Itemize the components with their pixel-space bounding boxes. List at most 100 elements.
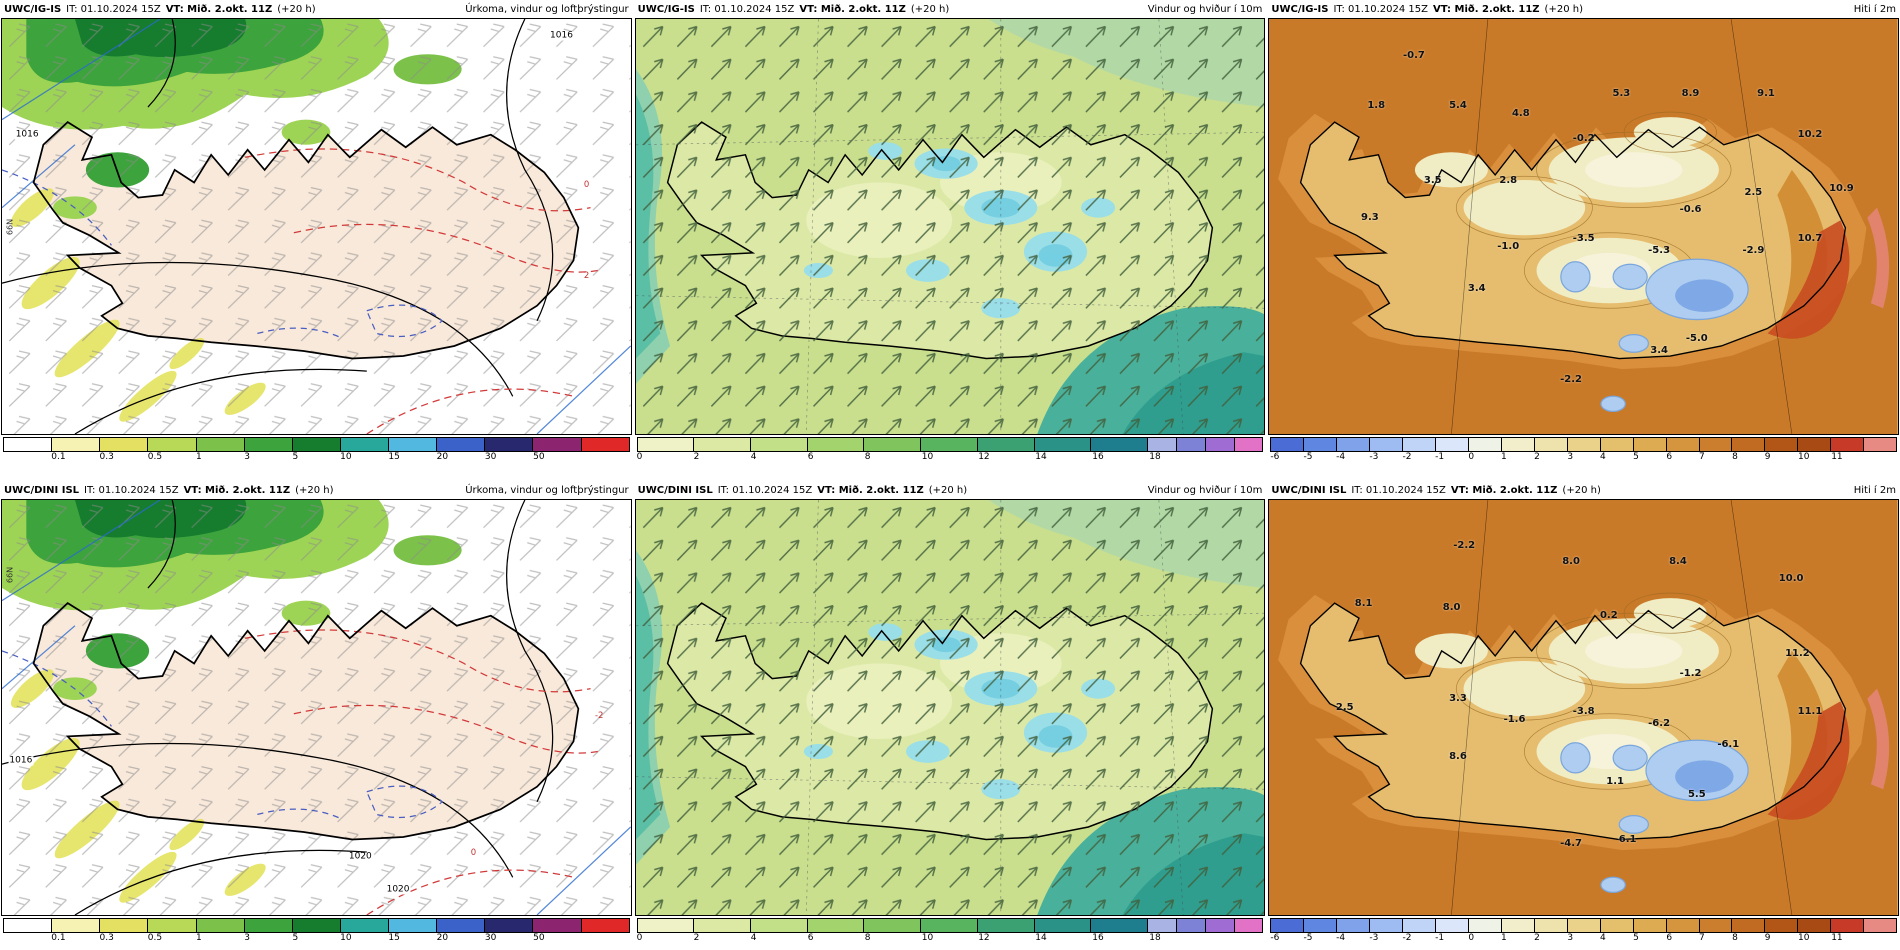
colorbar-tick-label: 20 [436,452,449,462]
colorbar-tick-label: 6 [1666,452,1673,462]
colorbar-tick-label: -4 [1336,452,1346,462]
colorbar-tick-label: 9 [1764,452,1771,462]
colorbar-tick-label: 5 [292,452,299,462]
colorbar-cell [1271,438,1305,451]
colorbar-tick-label: 10 [340,933,352,943]
colorbar-block: 0.1 0.3 0.5 1 3 5 10 15 20 30 50 [1,435,632,468]
colorbar-tick-label: 12 [978,933,990,943]
colorbar-cell [244,919,293,932]
colorbar-cell [1633,438,1667,451]
colorbar-tick-label: 4 [750,933,757,943]
colorbar-cell [751,919,808,932]
panel-title: Úrkoma, vindur og loftþrýstingur [465,4,629,15]
colorbar-cell [1732,438,1766,451]
colorbar-cell [1666,438,1700,451]
colorbar-tick-label: 0.3 [99,933,114,943]
colorbar-cell [921,919,978,932]
colorbar-tick-label: 10 [921,933,934,943]
init-time: IT: 01.10.2024 15Z [66,4,161,15]
run-info: UWC/IG-IS IT: 01.10.2024 15Z VT: Mið. 2.… [4,1,316,18]
colorbar [1270,918,1897,933]
colorbar-cell [244,438,293,451]
lead-time: (+20 h) [1544,4,1583,15]
init-time: IT: 01.10.2024 15Z [84,485,179,496]
colorbar-cell [1436,919,1469,932]
colorbar-tick-label: -3 [1369,452,1379,462]
colorbar-cell [977,438,1035,451]
colorbar-tick-label: -1 [1435,933,1445,943]
colorbar-tick-label: 14 [1035,452,1047,462]
colorbar-cell [1234,919,1263,932]
colorbar-tick-label: 18 [1149,452,1161,462]
panel-title: Hiti í 2m [1853,4,1896,15]
panel-header: UWC/DINI ISL IT: 01.10.2024 15Z VT: Mið.… [1268,482,1899,499]
colorbar-tick-label: 16 [1092,452,1104,462]
colorbar-tick-label: 5 [1633,452,1639,462]
colorbar-tick-label: 3 [244,452,250,462]
colorbar-tick-label: 0 [636,933,643,943]
colorbar-cell [1176,438,1206,451]
colorbar-tick-label: -5 [1303,933,1313,943]
colorbar-cell [1205,919,1235,932]
colorbar-cell [1567,438,1601,451]
colorbar-tick-label: 14 [1035,933,1047,943]
colorbar-tick-label: 0 [636,452,643,462]
colorbar-cell [389,438,438,451]
colorbar-cell [921,438,978,451]
run-info: UWC/DINI ISL IT: 01.10.2024 15Z VT: Mið.… [638,482,968,499]
colorbar-tick-label: 3 [1567,452,1574,462]
colorbar-cell [1205,438,1235,451]
colorbar-cell [1091,438,1148,451]
colorbar-cell [807,438,865,451]
colorbar-cell [1765,919,1799,932]
colorbar-cell [807,919,865,932]
colorbar-cell [1468,438,1502,451]
colorbar-cell [1234,438,1263,451]
panel-header: UWC/IG-IS IT: 01.10.2024 15Z VT: Mið. 2.… [635,1,1266,18]
colorbar-cell [1403,919,1437,932]
colorbar-cell [1436,438,1469,451]
colorbar-cell [292,919,341,932]
panel-title: Úrkoma, vindur og loftþrýstingur [465,485,629,496]
colorbar-cell [1091,919,1148,932]
precip-map: 1016 1016 0 2 N99 [1,18,632,435]
colorbar-cell [4,438,53,451]
colorbar-tick-label: 15 [388,452,400,462]
colorbar-cell [100,438,149,451]
colorbar-cell [1798,919,1832,932]
colorbar-tick-label: 1 [1500,452,1507,462]
colorbar-tick-label: -5 [1303,452,1313,462]
colorbar-tick-label: 11 [1831,452,1843,462]
colorbar-cell [694,919,752,932]
colorbar-tick-label: 2 [693,452,700,462]
colorbar-tick-label: 0 [1468,933,1475,943]
colorbar-cell [340,438,389,451]
colorbar-tick-label: 50 [533,933,545,943]
colorbar-tick-label: 10 [1797,452,1810,462]
colorbar-cell [4,919,53,932]
colorbar-tick-label: 8 [864,452,871,462]
colorbar-cell [340,919,389,932]
colorbar-tick-label: 4 [750,452,757,462]
colorbar-cell [581,438,629,451]
temp-map: -0.7 1.8 5.4 4.8 5.3 8.9 9.1 -0.2 10.2 3.5 2.8 2.5 1… [1268,18,1899,435]
colorbar-tick-label: 6 [807,452,814,462]
colorbar-tick-label: 4 [1599,933,1606,943]
panel-wind-igis: UWC/IG-IS IT: 01.10.2024 15Z VT: Mið. 2.… [634,1,1266,468]
init-time: IT: 01.10.2024 15Z [1333,4,1429,15]
colorbar-block: 0 2 4 6 8 10 12 14 16 18 [635,916,1266,949]
panel-title: Hiti í 2m [1853,485,1896,496]
colorbar-cell [1304,438,1338,451]
colorbar-tick-label: -2 [1402,452,1412,462]
colorbar-cell [637,919,695,932]
colorbar-cell [1468,919,1502,932]
colorbar [3,437,630,452]
panel-header: UWC/DINI ISL IT: 01.10.2024 15Z VT: Mið.… [635,482,1266,499]
panel-precip-igis: UWC/IG-IS IT: 01.10.2024 15Z VT: Mið. 2.… [1,1,632,468]
valid-time: VT: Mið. 2.okt. 11Z [817,485,924,496]
colorbar-ticks: 0.1 0.3 0.5 1 3 5 10 15 20 30 50 [3,933,630,946]
run-info: UWC/DINI ISL IT: 01.10.2024 15Z VT: Mið.… [4,482,334,499]
lead-time: (+20 h) [1562,485,1601,496]
model-name: UWC/IG-IS [1271,4,1329,15]
model-name: UWC/DINI ISL [1271,485,1347,496]
